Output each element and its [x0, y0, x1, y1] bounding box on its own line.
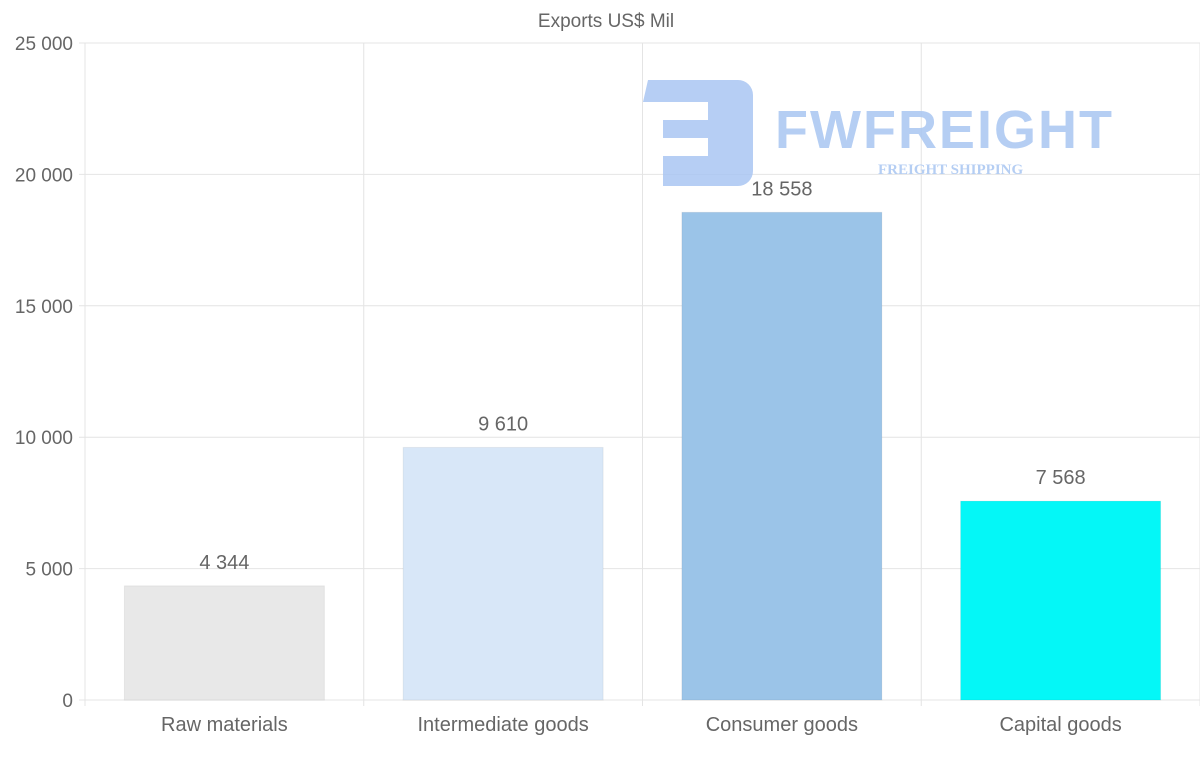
- y-tick-label: 20 000: [15, 165, 73, 186]
- watermark-tagline: FREIGHT SHIPPING: [878, 162, 1023, 178]
- bar[interactable]: [681, 211, 883, 701]
- data-label: 7 568: [1036, 467, 1086, 489]
- x-tick-label: Consumer goods: [706, 714, 858, 736]
- x-tick-label: Intermediate goods: [418, 714, 589, 736]
- data-label: 18 558: [751, 178, 812, 200]
- y-tick-label: 5 000: [25, 560, 73, 581]
- bar[interactable]: [960, 500, 1162, 701]
- y-tick-label: 10 000: [15, 428, 73, 449]
- x-tick-label: Raw materials: [161, 714, 288, 736]
- bar[interactable]: [402, 446, 604, 701]
- x-tick-label: Capital goods: [999, 714, 1121, 736]
- gridlines: [79, 42, 1200, 706]
- data-label: 9 610: [478, 413, 528, 435]
- data-label: 4 344: [199, 552, 249, 574]
- watermark-brand: FWFREIGHT: [775, 100, 1114, 160]
- chart-title: Exports US$ Mil: [538, 11, 674, 32]
- y-tick-label: 15 000: [15, 297, 73, 318]
- y-tick-label: 25 000: [15, 34, 73, 55]
- bar[interactable]: [123, 585, 325, 701]
- y-tick-label: 0: [62, 691, 73, 712]
- logo-mark-icon: [643, 80, 753, 186]
- bars: [123, 211, 1162, 701]
- watermark-logo: FWFREIGHT FREIGHT SHIPPING: [643, 80, 1114, 186]
